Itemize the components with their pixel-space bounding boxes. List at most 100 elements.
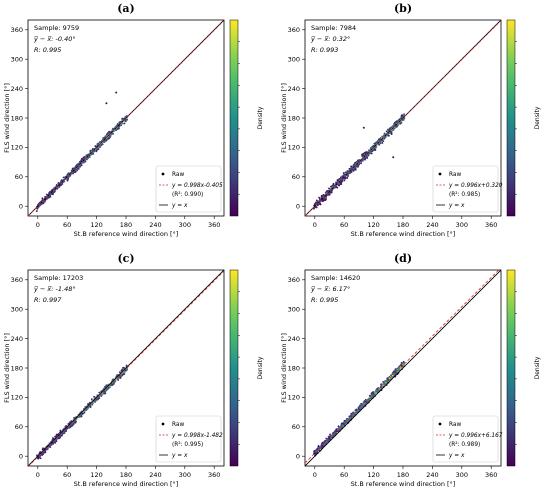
density-point xyxy=(326,190,329,192)
colorbar xyxy=(506,19,516,217)
density-point xyxy=(117,126,120,129)
density-point xyxy=(328,435,331,438)
density-point xyxy=(79,414,82,417)
y-tick-label: 120 xyxy=(288,144,300,152)
density-point xyxy=(45,193,48,196)
density-point xyxy=(396,125,399,128)
y-tick-label: 180 xyxy=(288,114,300,122)
density-point xyxy=(395,120,397,123)
density-point xyxy=(393,123,395,125)
colorbar-label: Density xyxy=(257,106,264,129)
density-point xyxy=(345,171,348,174)
x-tick-label: 120 xyxy=(90,221,102,229)
density-point xyxy=(41,448,44,451)
x-tick-label: 300 xyxy=(456,471,468,479)
density-point xyxy=(341,175,344,178)
fit-line xyxy=(305,20,501,216)
legend xyxy=(155,165,222,213)
density-point xyxy=(74,421,77,424)
density-point xyxy=(356,164,359,166)
density-point xyxy=(341,180,344,183)
density-point xyxy=(108,132,111,135)
density-point xyxy=(365,155,368,158)
raw-point xyxy=(105,102,108,105)
density-point xyxy=(61,434,63,437)
correlation-r: R: 0.995 xyxy=(34,46,61,54)
density-point xyxy=(358,163,361,165)
density-point xyxy=(363,400,366,403)
chart-panel: (c) 0 0 60 60 120 120 180 180 240 240 300 300 360 360 S… xyxy=(0,250,273,494)
legend xyxy=(155,415,222,463)
density-point xyxy=(381,139,384,142)
density-point xyxy=(364,398,367,401)
density-point xyxy=(58,437,61,440)
y-axis-label: FLS wind direction [°] xyxy=(280,83,288,153)
chart-panel: (b) 0 0 60 60 120 120 180 180 240 240 300 300 360 360 S… xyxy=(277,0,550,244)
legend-identity-label: y = x xyxy=(448,453,465,459)
y-tick-label: 180 xyxy=(11,364,23,372)
density-point xyxy=(377,138,380,141)
density-point xyxy=(400,114,403,117)
density-point xyxy=(61,183,64,185)
legend-fit-label: y = 0.998x-0.405 xyxy=(171,183,223,189)
density-point xyxy=(330,191,333,194)
density-point xyxy=(58,186,61,188)
density-point xyxy=(112,383,115,386)
density-point xyxy=(328,187,330,190)
density-point xyxy=(400,362,403,364)
density-point xyxy=(373,392,376,394)
x-tick-label: 240 xyxy=(149,471,161,479)
legend-raw-marker xyxy=(161,172,165,176)
x-tick-label: 360 xyxy=(208,471,220,479)
correlation-r: R: 0.995 xyxy=(311,296,338,304)
sample-count: Sample: 14620 xyxy=(311,274,360,282)
density-point xyxy=(45,197,48,200)
density-point xyxy=(97,396,100,399)
density-point xyxy=(84,160,87,163)
density-point xyxy=(118,371,121,374)
density-point xyxy=(363,158,366,161)
density-point xyxy=(385,381,387,384)
raw-point xyxy=(362,126,365,129)
density-point xyxy=(370,152,373,155)
legend-fit-label: y = 0.996x+6.167 xyxy=(448,433,503,439)
density-point xyxy=(42,453,44,456)
density-point xyxy=(123,373,126,375)
y-tick-label: 120 xyxy=(288,394,300,402)
density-point xyxy=(371,395,374,398)
y-tick-label: 300 xyxy=(288,306,300,314)
x-tick-label: 360 xyxy=(485,221,497,229)
legend-fit-label: y = 0.998x-1.482 xyxy=(171,433,223,439)
raw-point xyxy=(115,91,118,94)
mean-difference: y̅ − x̅: 0.32° xyxy=(310,35,350,43)
density-point xyxy=(36,207,39,210)
density-point xyxy=(52,188,54,191)
density-point xyxy=(90,398,93,401)
density-point xyxy=(72,423,75,426)
x-tick-label: 300 xyxy=(179,221,191,229)
density-point xyxy=(124,120,127,123)
y-tick-label: 60 xyxy=(15,423,23,431)
x-tick-label: 60 xyxy=(63,221,71,229)
density-point xyxy=(374,148,377,151)
x-tick-label: 240 xyxy=(426,221,438,229)
density-point xyxy=(112,127,114,130)
density-point xyxy=(62,176,65,179)
x-tick-label: 60 xyxy=(340,221,348,229)
scatter-plot: 0 0 60 60 120 120 180 180 240 240 300 300 360 360 St.B… xyxy=(280,19,541,238)
density-point xyxy=(39,457,42,460)
density-point xyxy=(388,127,391,130)
density-point xyxy=(338,184,341,187)
density-point xyxy=(58,431,61,434)
raw-point xyxy=(313,452,316,455)
density-point xyxy=(348,415,351,418)
density-point xyxy=(321,195,324,198)
density-point xyxy=(381,142,384,144)
density-point xyxy=(49,446,52,449)
density-point xyxy=(108,137,110,140)
density-point xyxy=(388,134,390,137)
raw-point xyxy=(321,444,324,447)
density-point xyxy=(394,369,396,372)
density-point xyxy=(325,198,327,200)
density-point xyxy=(343,179,346,182)
